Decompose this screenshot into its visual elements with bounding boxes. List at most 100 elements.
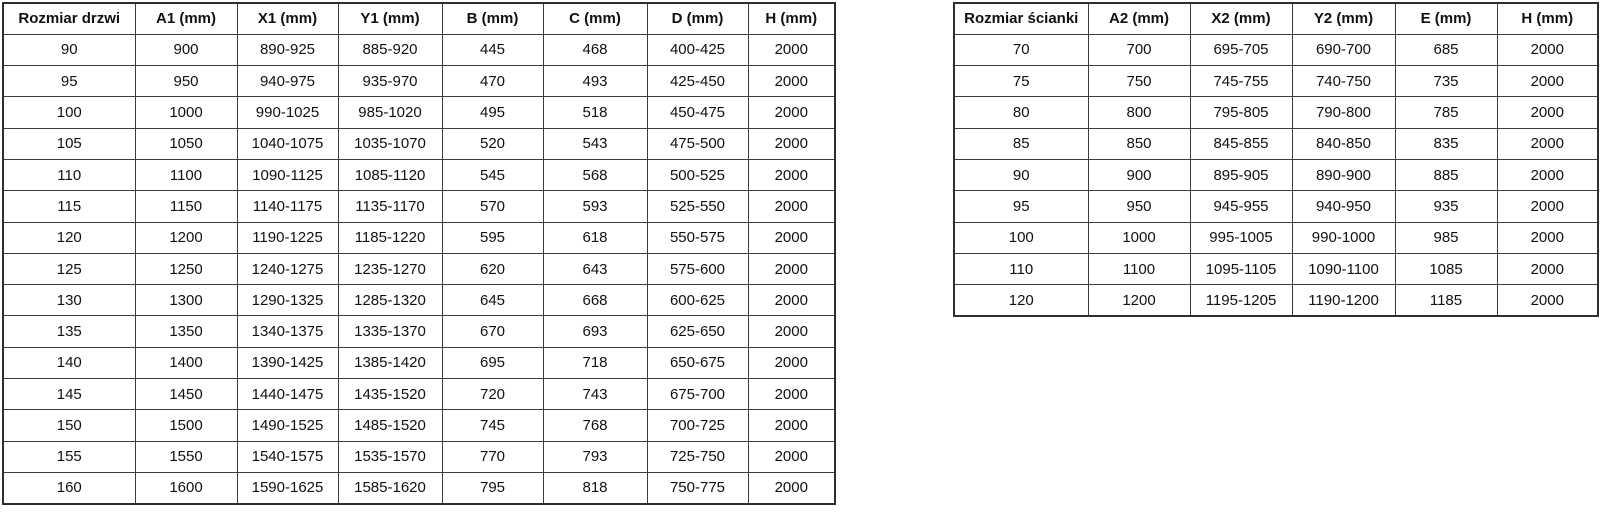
table-cell: 500-525	[646, 158, 749, 192]
table-cell: 685	[1394, 33, 1498, 67]
table-cell: 80	[953, 96, 1089, 129]
table-cell: 2000	[747, 127, 836, 160]
table-row: 155 1550 1540-1575 1535-1570 770 793 725-750 20…	[2, 440, 836, 473]
column-header: Rozmiar drzwi	[2, 2, 136, 35]
table-cell: 1590-1625	[236, 471, 339, 505]
table-row: 85 850 845-855 840-850 835 2000	[953, 127, 1599, 160]
table-cell: 1185-1220	[337, 221, 443, 254]
table-cell: 130	[2, 284, 136, 317]
table-cell: 1190-1200	[1291, 284, 1396, 317]
door-size-table-head: Rozmiar drzwi A1 (mm) X1 (mm) Y1 (mm) B (mm)…	[2, 2, 836, 35]
table-cell: 1435-1520	[337, 378, 443, 411]
table-cell: 1035-1070	[337, 127, 443, 160]
table-cell: 450-475	[646, 96, 749, 129]
table-cell: 670	[441, 315, 544, 348]
table-cell: 695	[441, 346, 544, 380]
table-cell: 795	[441, 471, 544, 505]
table-cell: 470	[441, 65, 544, 98]
table-cell: 675-700	[646, 378, 749, 411]
table-cell: 885-920	[337, 33, 443, 67]
table-cell: 120	[953, 284, 1089, 317]
table-cell: 795-805	[1189, 96, 1293, 129]
table-cell: 2000	[747, 284, 836, 317]
table-cell: 493	[542, 65, 648, 98]
table-row: 120 1200 1190-1225 1185-1220 595 618 550-575 20…	[2, 221, 836, 254]
table-cell: 1250	[134, 252, 238, 286]
table-cell: 850	[1087, 127, 1191, 160]
table-cell: 645	[441, 284, 544, 317]
table-cell: 840-850	[1291, 127, 1396, 160]
table-cell: 1185	[1394, 284, 1498, 317]
table-cell: 1085	[1394, 252, 1498, 286]
table-cell: 690-700	[1291, 33, 1396, 67]
column-header: Rozmiar ścianki	[953, 2, 1089, 35]
table-cell: 100	[953, 221, 1089, 254]
table-cell: 1550	[134, 440, 238, 473]
table-cell: 945-955	[1189, 190, 1293, 223]
table-cell: 1200	[134, 221, 238, 254]
table-cell: 85	[953, 127, 1089, 160]
table-header-row: Rozmiar ścianki A2 (mm) X2 (mm) Y2 (mm) E (m…	[953, 2, 1599, 35]
table-cell: 735	[1394, 65, 1498, 98]
table-cell: 950	[1087, 190, 1191, 223]
table-cell: 1335-1370	[337, 315, 443, 348]
table-cell: 1140-1175	[236, 190, 339, 223]
table-cell: 1490-1525	[236, 409, 339, 442]
wall-size-table-head: Rozmiar ścianki A2 (mm) X2 (mm) Y2 (mm) E (m…	[953, 2, 1599, 35]
table-cell: 835	[1394, 127, 1498, 160]
table-cell: 110	[2, 158, 136, 192]
table-cell: 2000	[1496, 96, 1599, 129]
table-cell: 800	[1087, 96, 1191, 129]
table-cell: 745	[441, 409, 544, 442]
table-row: 110 1100 1090-1125 1085-1120 545 568 500-525 20…	[2, 158, 836, 192]
table-row: 95 950 945-955 940-950 935 2000	[953, 190, 1599, 223]
door-size-table-body: 90 900 890-925 885-920 445 468 400-425 2000 95 95…	[2, 33, 836, 505]
table-row: 100 1000 990-1025 985-1020 495 518 450-475 2000	[2, 96, 836, 129]
table-cell: 75	[953, 65, 1089, 98]
table-cell: 1200	[1087, 284, 1191, 317]
table-cell: 105	[2, 127, 136, 160]
table-cell: 1090-1100	[1291, 252, 1396, 286]
table-cell: 570	[441, 190, 544, 223]
table-cell: 593	[542, 190, 648, 223]
table-cell: 1235-1270	[337, 252, 443, 286]
table-cell: 890-925	[236, 33, 339, 67]
table-cell: 625-650	[646, 315, 749, 348]
table-cell: 518	[542, 96, 648, 129]
table-cell: 90	[2, 33, 136, 67]
table-cell: 700-725	[646, 409, 749, 442]
table-cell: 2000	[1496, 252, 1599, 286]
table-cell: 1385-1420	[337, 346, 443, 380]
table-cell: 1285-1320	[337, 284, 443, 317]
table-cell: 2000	[1496, 65, 1599, 98]
table-cell: 1240-1275	[236, 252, 339, 286]
table-cell: 595	[441, 221, 544, 254]
table-row: 150 1500 1490-1525 1485-1520 745 768 700-725 20…	[2, 409, 836, 442]
table-cell: 100	[2, 96, 136, 129]
table-cell: 1600	[134, 471, 238, 505]
table-cell: 2000	[747, 440, 836, 473]
column-header: X2 (mm)	[1189, 2, 1293, 35]
table-cell: 750	[1087, 65, 1191, 98]
table-cell: 550-575	[646, 221, 749, 254]
table-cell: 140	[2, 346, 136, 380]
table-cell: 693	[542, 315, 648, 348]
table-row: 105 1050 1040-1075 1035-1070 520 543 475-500 20…	[2, 127, 836, 160]
table-header-row: Rozmiar drzwi A1 (mm) X1 (mm) Y1 (mm) B (mm)…	[2, 2, 836, 35]
table-cell: 90	[953, 158, 1089, 192]
table-cell: 985	[1394, 221, 1498, 254]
table-row: 90 900 890-925 885-920 445 468 400-425 2000	[2, 33, 836, 67]
table-cell: 770	[441, 440, 544, 473]
table-cell: 468	[542, 33, 648, 67]
table-cell: 1535-1570	[337, 440, 443, 473]
table-cell: 785	[1394, 96, 1498, 129]
table-cell: 2000	[747, 378, 836, 411]
table-cell: 618	[542, 221, 648, 254]
table-cell: 1540-1575	[236, 440, 339, 473]
table-cell: 1050	[134, 127, 238, 160]
table-cell: 1400	[134, 346, 238, 380]
table-cell: 1150	[134, 190, 238, 223]
table-cell: 793	[542, 440, 648, 473]
table-cell: 150	[2, 409, 136, 442]
